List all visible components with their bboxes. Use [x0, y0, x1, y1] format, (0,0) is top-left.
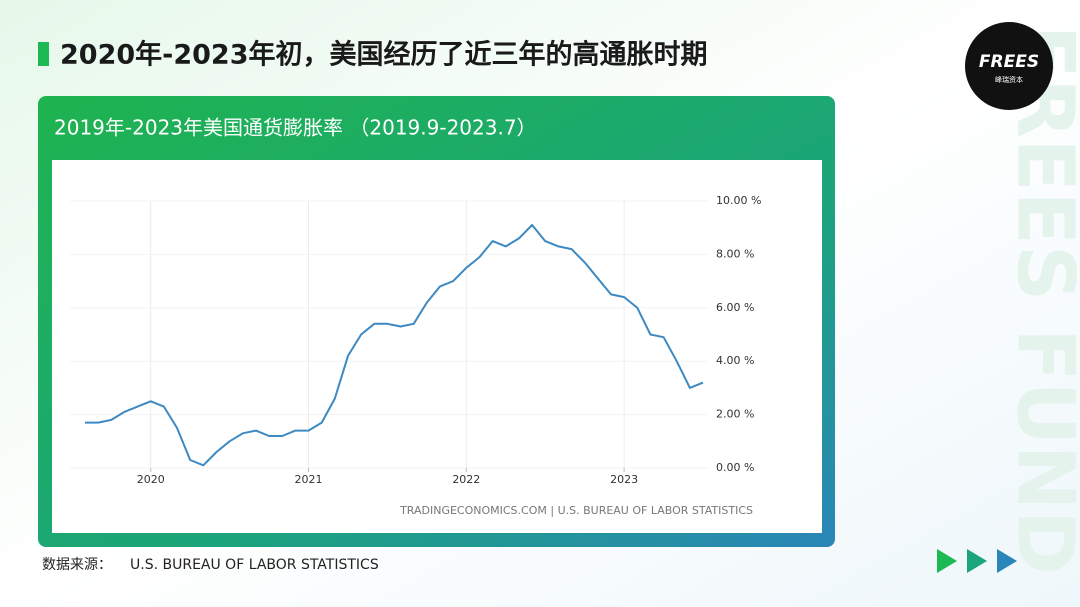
- title-marker: [38, 42, 49, 66]
- y-tick-label: 10.00 %: [716, 194, 761, 207]
- logo: [965, 22, 1053, 110]
- y-tick-label: 4.00 %: [716, 354, 754, 367]
- arrow: [967, 549, 987, 573]
- arrow: [997, 549, 1017, 573]
- y-tick-label: 0.00 %: [716, 461, 754, 474]
- watermark: FREES FUND: [1000, 25, 1080, 575]
- y-tick-label: 8.00 %: [716, 247, 754, 260]
- arrow: [937, 549, 957, 573]
- line: [85, 224, 704, 467]
- y-tick-label: 2.00 %: [716, 408, 754, 421]
- source-label: 数据来源：: [42, 557, 112, 573]
- plot: 0.00 % 2.00 % 4.00 % 6.00 % 8.00 % 10.00 % 202…: [70, 194, 761, 486]
- page-title: 2020年-2023年初，美国经历了近三年的高通胀时期: [60, 39, 708, 71]
- x-tick-label: 2020: [137, 473, 165, 486]
- source: U.S. BUREAU OF LABOR STATISTICS: [130, 557, 379, 573]
- chart-credit: TRADINGECONOMICS.COM | U.S. BUREAU OF LA…: [399, 504, 753, 517]
- x-tick-label: 2023: [610, 473, 638, 486]
- y-tick-label: 6.00 %: [716, 301, 754, 314]
- x-tick-label: 2022: [452, 473, 480, 486]
- logo-subtext: 峰瑞资本: [995, 75, 1023, 84]
- chart-title: 2019年-2023年美国通货膨胀率 （2019.9-2023.7）: [54, 116, 537, 140]
- chart-panel: [52, 160, 822, 533]
- x-tick-label: 2021: [295, 473, 323, 486]
- logo-text: FREES: [979, 52, 1039, 72]
